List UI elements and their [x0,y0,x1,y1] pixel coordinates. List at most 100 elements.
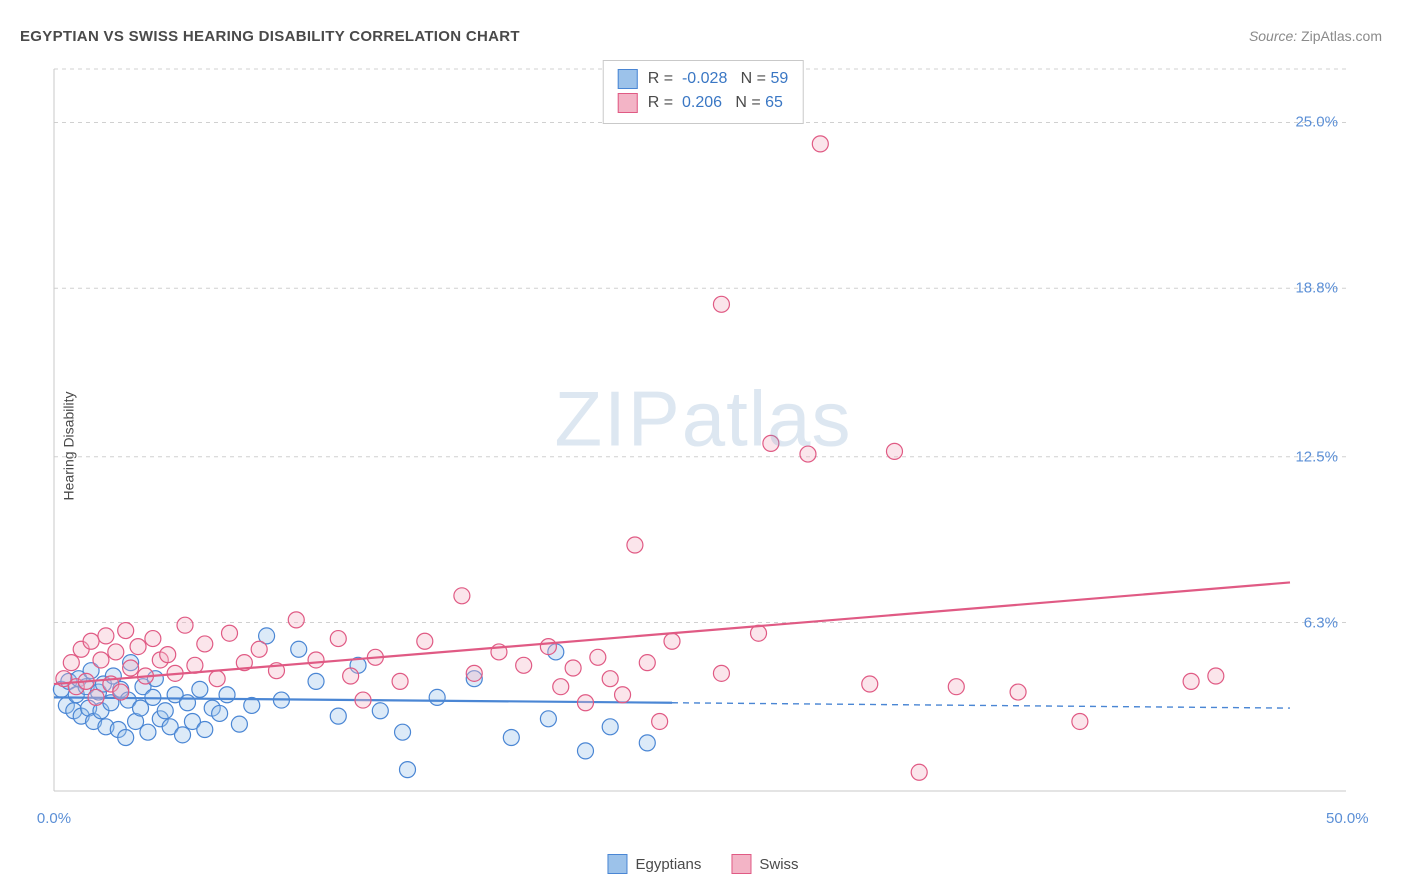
scatter-point-swiss [454,588,470,604]
scatter-point-swiss [812,136,828,152]
scatter-point-swiss [565,660,581,676]
scatter-point-swiss [664,633,680,649]
scatter-point-swiss [251,641,267,657]
scatter-point-egyptians [429,689,445,705]
corr-text-swiss: R = 0.206 N = 65 [648,91,783,115]
scatter-point-swiss [160,647,176,663]
scatter-point-swiss [130,639,146,655]
legend-item-egyptians: Egyptians [607,854,701,874]
y-tick-label: 25.0% [1295,114,1338,131]
scatter-point-egyptians [372,703,388,719]
scatter-point-swiss [862,676,878,692]
scatter-point-swiss [355,692,371,708]
scatter-point-swiss [639,655,655,671]
scatter-point-swiss [197,636,213,652]
x-tick-label: 0.0% [37,810,71,827]
scatter-point-swiss [123,660,139,676]
scatter-point-swiss [118,623,134,639]
scatter-point-swiss [222,625,238,641]
swatch-egyptians [618,69,638,89]
scatter-point-egyptians [197,721,213,737]
scatter-point-swiss [1072,713,1088,729]
scatter-point-egyptians [175,727,191,743]
y-tick-label: 12.5% [1295,448,1338,465]
scatter-point-egyptians [399,762,415,778]
scatter-point-egyptians [577,743,593,759]
corr-row-egyptians: R = -0.028 N = 59 [618,67,789,91]
scatter-point-egyptians [140,724,156,740]
series-legend: Egyptians Swiss [607,854,798,874]
scatter-point-swiss [577,695,593,711]
source-attribution: Source: ZipAtlas.com [1249,28,1382,44]
scatter-point-swiss [627,537,643,553]
scatter-point-egyptians [503,730,519,746]
scatter-point-swiss [1208,668,1224,684]
scatter-point-egyptians [157,703,173,719]
scatter-point-swiss [209,671,225,687]
legend-swatch-egyptians [607,854,627,874]
source-label: Source: [1249,28,1297,44]
scatter-point-egyptians [192,681,208,697]
scatter-point-swiss [177,617,193,633]
y-tick-label: 6.3% [1304,614,1338,631]
plot-area: 6.3%12.5%18.8%25.0%0.0%50.0% [50,55,1350,825]
scatter-point-egyptians [118,730,134,746]
scatter-point-swiss [763,435,779,451]
scatter-point-egyptians [231,716,247,732]
legend-label-swiss: Swiss [759,856,798,873]
scatter-point-egyptians [639,735,655,751]
correlation-legend: R = -0.028 N = 59R = 0.206 N = 65 [603,60,804,124]
scatter-point-swiss [948,679,964,695]
scatter-point-swiss [330,631,346,647]
chart-svg [50,55,1350,825]
scatter-point-egyptians [179,695,195,711]
swatch-swiss [618,93,638,113]
scatter-point-swiss [83,633,99,649]
scatter-point-swiss [516,657,532,673]
chart-title: EGYPTIAN VS SWISS HEARING DISABILITY COR… [20,28,520,45]
scatter-point-swiss [343,668,359,684]
trendline-swiss [54,582,1290,684]
scatter-point-egyptians [395,724,411,740]
trendline-ext-egyptians [672,703,1290,708]
scatter-point-egyptians [308,673,324,689]
corr-text-egyptians: R = -0.028 N = 59 [648,67,789,91]
scatter-point-swiss [113,684,129,700]
scatter-point-egyptians [291,641,307,657]
scatter-point-swiss [98,628,114,644]
scatter-point-egyptians [212,705,228,721]
scatter-point-egyptians [602,719,618,735]
scatter-point-swiss [88,689,104,705]
scatter-point-swiss [540,639,556,655]
x-tick-label: 50.0% [1326,810,1369,827]
scatter-point-swiss [602,671,618,687]
scatter-point-swiss [713,665,729,681]
scatter-point-swiss [1010,684,1026,700]
scatter-point-swiss [590,649,606,665]
scatter-point-egyptians [540,711,556,727]
legend-label-egyptians: Egyptians [635,856,701,873]
scatter-point-swiss [886,443,902,459]
scatter-point-swiss [288,612,304,628]
scatter-point-swiss [800,446,816,462]
scatter-point-swiss [911,764,927,780]
scatter-point-swiss [652,713,668,729]
scatter-point-swiss [108,644,124,660]
scatter-point-swiss [417,633,433,649]
scatter-point-swiss [145,631,161,647]
scatter-point-swiss [466,665,482,681]
scatter-point-swiss [1183,673,1199,689]
scatter-point-swiss [63,655,79,671]
corr-row-swiss: R = 0.206 N = 65 [618,91,789,115]
scatter-point-swiss [615,687,631,703]
scatter-point-swiss [713,296,729,312]
y-tick-label: 18.8% [1295,280,1338,297]
scatter-point-swiss [308,652,324,668]
scatter-point-swiss [392,673,408,689]
legend-swatch-swiss [731,854,751,874]
scatter-point-swiss [93,652,109,668]
scatter-point-egyptians [330,708,346,724]
scatter-point-egyptians [219,687,235,703]
source-value: ZipAtlas.com [1301,28,1382,44]
scatter-point-swiss [553,679,569,695]
